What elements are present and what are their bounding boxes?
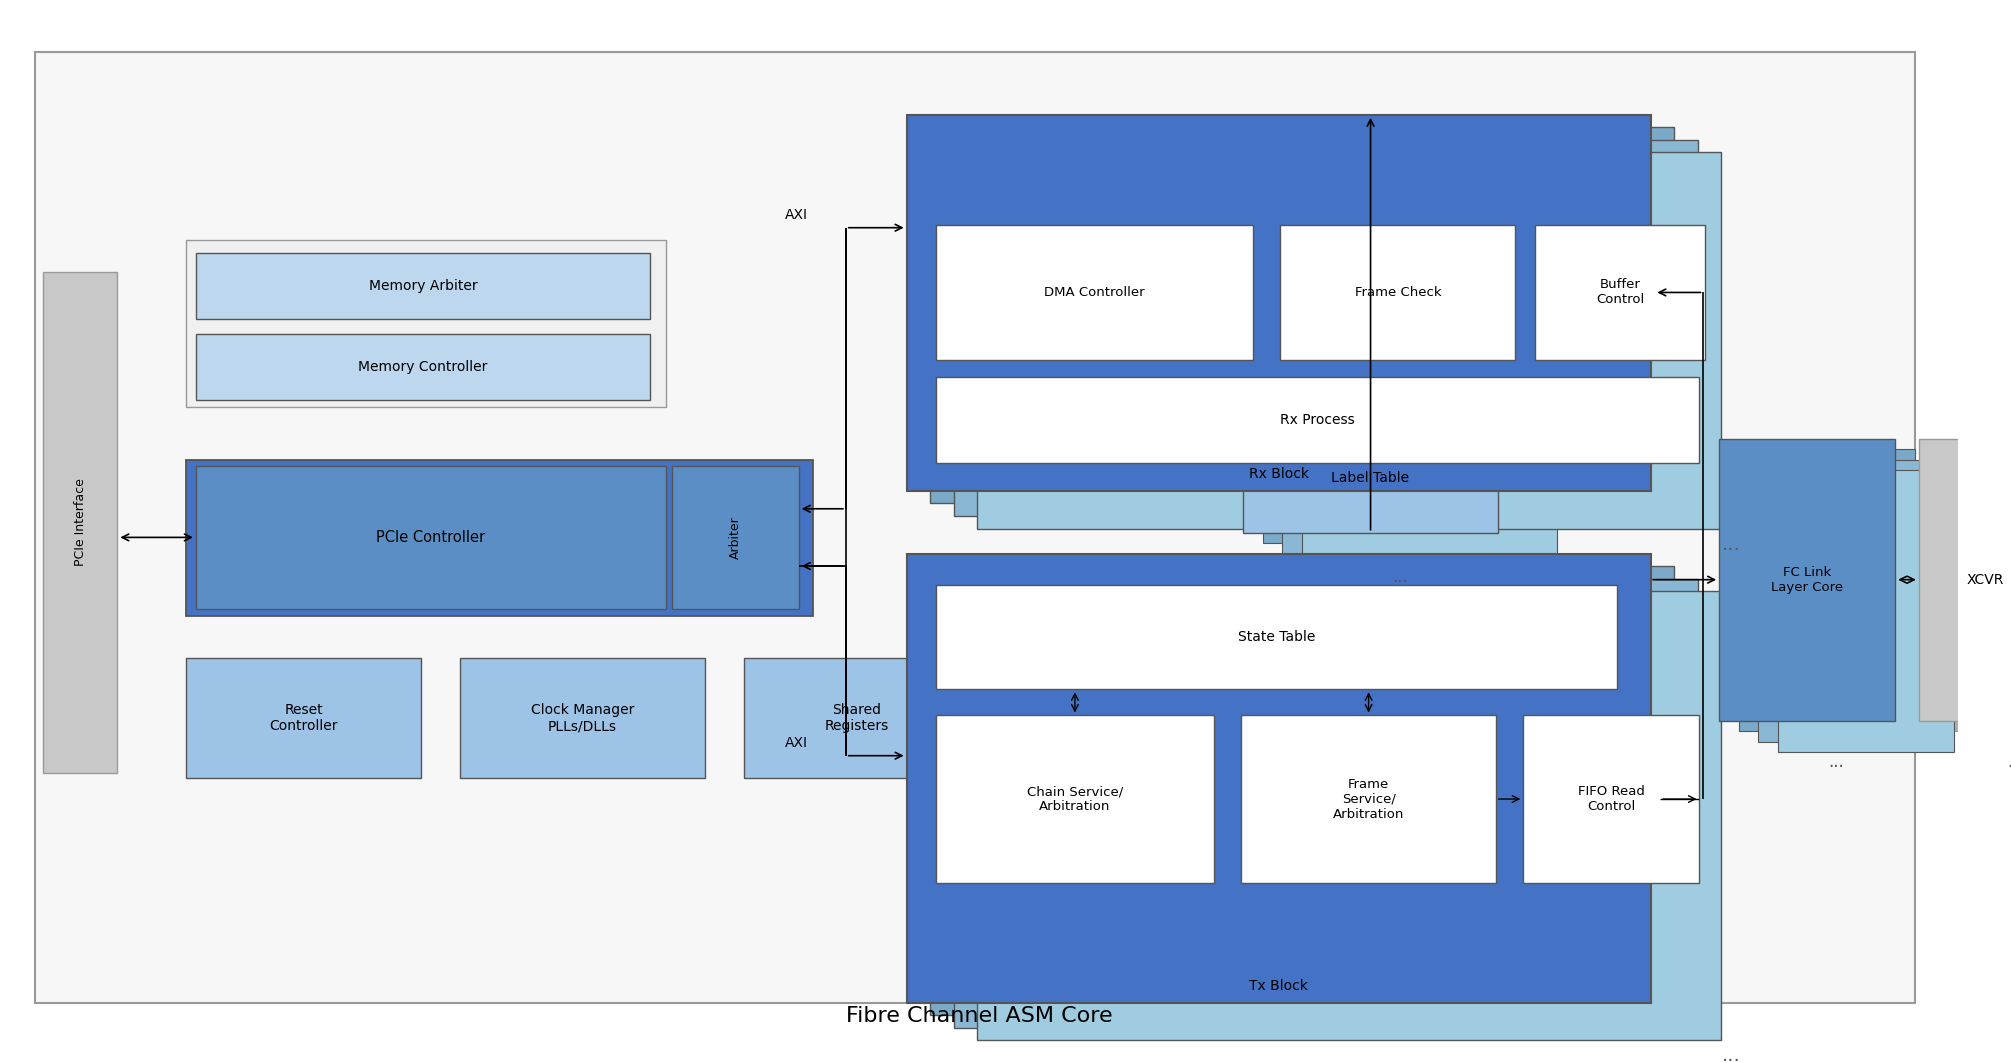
Bar (1263, 434, 1518, 543)
Text: PCIe Interface: PCIe Interface (74, 478, 86, 567)
Bar (1959, 459, 2011, 742)
Text: Memory Arbiter: Memory Arbiter (368, 279, 477, 292)
Text: FIFO Read
Control: FIFO Read Control (1579, 786, 1645, 813)
Text: ...: ... (1392, 568, 1408, 586)
Bar (195, 253, 650, 319)
Bar (935, 715, 1215, 882)
Text: Reset
Controller: Reset Controller (269, 703, 338, 733)
Text: ...: ... (2007, 754, 2011, 772)
Text: State Table: State Table (1239, 630, 1315, 644)
Bar (977, 152, 1721, 528)
Bar (977, 591, 1721, 1041)
Text: Frame Check: Frame Check (1355, 286, 1442, 299)
Text: Fibre Channel ASM Core: Fibre Channel ASM Core (847, 1006, 1112, 1026)
Bar (185, 658, 420, 778)
Bar (1283, 444, 1536, 554)
Bar (1719, 439, 1894, 721)
Text: Rx Process: Rx Process (1281, 412, 1355, 427)
Bar (195, 466, 666, 609)
Text: Chain Service/
Arbitration: Chain Service/ Arbitration (1028, 786, 1122, 813)
Bar (1778, 470, 1955, 752)
Text: FC Link
Layer Core: FC Link Layer Core (1772, 566, 1844, 594)
Text: ...: ... (1828, 754, 1844, 772)
Bar (1977, 470, 2011, 752)
Bar (42, 271, 117, 773)
Bar (907, 554, 1651, 1002)
Text: Memory Controller: Memory Controller (358, 360, 487, 374)
Bar (672, 466, 798, 609)
Text: AXI: AXI (786, 208, 808, 222)
Bar (935, 585, 1617, 690)
Text: Arbiter: Arbiter (728, 516, 742, 559)
Text: Tx Block: Tx Block (1249, 979, 1307, 993)
Bar (1758, 459, 1935, 742)
Text: Buffer
Control: Buffer Control (1597, 279, 1645, 306)
Text: Label Table: Label Table (1331, 471, 1410, 485)
Bar (929, 128, 1673, 504)
Bar (935, 377, 1699, 462)
Text: DMA Controller: DMA Controller (1044, 286, 1144, 299)
Bar (1740, 450, 1914, 731)
Text: ...: ... (1721, 535, 1740, 554)
Bar (185, 459, 812, 617)
Bar (907, 115, 1651, 491)
Bar (1241, 715, 1496, 882)
Text: Clock Manager
PLLs/DLLs: Clock Manager PLLs/DLLs (531, 703, 633, 733)
Bar (1534, 224, 1705, 360)
Text: ...: ... (1721, 1046, 1740, 1063)
Bar (1918, 439, 2011, 721)
Text: XCVR: XCVR (1967, 573, 2005, 587)
Text: PCIe Controller: PCIe Controller (376, 529, 485, 545)
Bar (953, 578, 1697, 1028)
Bar (953, 140, 1697, 516)
Bar (1301, 454, 1557, 564)
Bar (195, 334, 650, 400)
Text: Shared
Registers: Shared Registers (825, 703, 889, 733)
Bar (185, 240, 666, 407)
Bar (929, 567, 1673, 1015)
Bar (1243, 423, 1498, 533)
Text: AXI: AXI (786, 737, 808, 750)
Bar (461, 658, 704, 778)
Bar (935, 224, 1253, 360)
Text: Rx Block: Rx Block (1249, 468, 1309, 482)
Bar (744, 658, 969, 778)
Text: Frame
Service/
Arbitration: Frame Service/ Arbitration (1333, 777, 1404, 821)
Bar (1281, 224, 1516, 360)
Bar (1522, 715, 1699, 882)
Bar (1939, 450, 2011, 731)
